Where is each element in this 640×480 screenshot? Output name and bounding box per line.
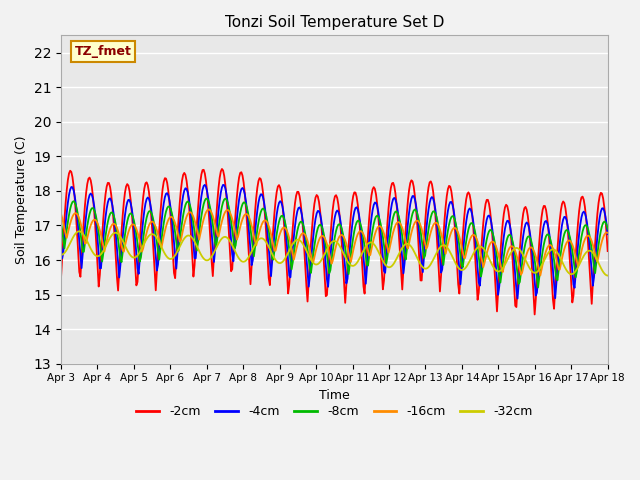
-4cm xyxy=(220,182,227,188)
-8cm xyxy=(289,260,296,265)
-8cm xyxy=(534,285,542,290)
-16cm xyxy=(228,216,236,222)
Line: -16cm: -16cm xyxy=(61,209,608,276)
-2cm xyxy=(556,217,564,223)
-2cm xyxy=(289,226,296,231)
-4cm xyxy=(556,240,564,246)
-8cm xyxy=(364,263,372,268)
-4cm xyxy=(57,240,65,246)
-8cm xyxy=(228,227,236,232)
-2cm xyxy=(604,248,612,254)
-16cm xyxy=(289,251,296,257)
-8cm xyxy=(221,196,229,202)
Line: -8cm: -8cm xyxy=(61,199,608,288)
-16cm xyxy=(604,230,612,236)
-2cm xyxy=(531,312,538,317)
-32cm xyxy=(57,252,65,258)
-4cm xyxy=(390,195,398,201)
-32cm xyxy=(228,242,236,248)
-32cm xyxy=(390,260,398,266)
-2cm xyxy=(228,266,236,272)
-2cm xyxy=(460,218,468,224)
-16cm xyxy=(460,255,468,261)
-32cm xyxy=(364,241,372,247)
-4cm xyxy=(514,296,522,301)
-2cm xyxy=(218,166,226,172)
-2cm xyxy=(57,275,65,281)
-32cm xyxy=(604,273,612,278)
Line: -2cm: -2cm xyxy=(61,169,608,314)
Legend: -2cm, -4cm, -8cm, -16cm, -32cm: -2cm, -4cm, -8cm, -16cm, -32cm xyxy=(131,400,538,423)
-8cm xyxy=(604,226,612,232)
-2cm xyxy=(364,231,372,237)
-2cm xyxy=(390,183,398,189)
-4cm xyxy=(228,252,236,257)
-32cm xyxy=(289,241,296,247)
-32cm xyxy=(76,228,83,234)
-32cm xyxy=(460,266,468,272)
-16cm xyxy=(57,211,65,216)
Y-axis label: Soil Temperature (C): Soil Temperature (C) xyxy=(15,135,28,264)
-16cm xyxy=(556,267,564,273)
Line: -32cm: -32cm xyxy=(61,231,608,276)
-32cm xyxy=(555,252,563,258)
-16cm xyxy=(390,226,398,231)
X-axis label: Time: Time xyxy=(319,389,349,402)
-4cm xyxy=(289,246,296,252)
-16cm xyxy=(364,248,372,253)
-8cm xyxy=(460,255,468,261)
Text: TZ_fmet: TZ_fmet xyxy=(75,45,132,58)
-4cm xyxy=(460,240,468,246)
-4cm xyxy=(604,231,612,237)
-8cm xyxy=(57,218,65,224)
-16cm xyxy=(204,206,212,212)
Line: -4cm: -4cm xyxy=(61,185,608,299)
Title: Tonzi Soil Temperature Set D: Tonzi Soil Temperature Set D xyxy=(225,15,444,30)
-8cm xyxy=(390,211,398,216)
-8cm xyxy=(556,258,564,264)
-16cm xyxy=(536,273,544,278)
-4cm xyxy=(364,251,372,257)
